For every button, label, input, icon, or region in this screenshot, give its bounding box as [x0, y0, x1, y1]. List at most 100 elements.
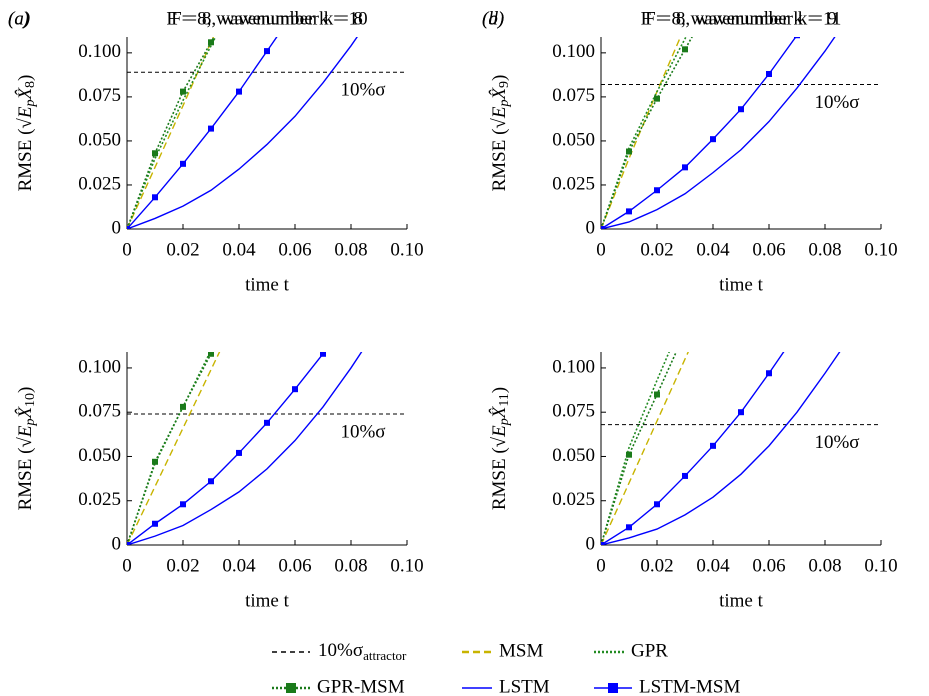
series-marker	[264, 419, 270, 426]
series-marker	[710, 0, 716, 3]
panel-label: (c)	[8, 8, 29, 29]
x-tick-label: 0.10	[390, 239, 423, 260]
threshold-label: 10%σ	[340, 421, 385, 442]
threshold-label: 10%σ	[814, 92, 859, 113]
series-marker	[127, 542, 130, 545]
series-marker	[710, 136, 716, 143]
y-tick-label: 0	[586, 533, 596, 554]
y-axis-label-part: X̂	[489, 87, 510, 101]
x-tick-label: 0.08	[334, 555, 367, 576]
series-marker	[292, 386, 298, 393]
series-marker	[208, 125, 214, 132]
y-tick-label: 0	[112, 533, 122, 554]
series-marker	[180, 403, 186, 410]
series-marker	[766, 370, 772, 377]
panel: (d) F = 8, wavenumber k = 11 time t RMSE (√…	[482, 8, 898, 611]
series-line	[601, 352, 678, 545]
legend-item: 10%σattractor	[272, 640, 407, 663]
y-tick-label: 0.025	[78, 489, 121, 510]
y-axis-label: RMSE (√EpX̂10)	[15, 387, 38, 511]
y-axis-label-part: 10	[23, 393, 38, 407]
series-line	[601, 352, 841, 545]
x-tick-label: 0.02	[640, 555, 673, 576]
series-line	[601, 37, 836, 229]
y-axis-label-part: 9	[497, 81, 512, 88]
y-axis-label-part: )	[15, 75, 36, 81]
legend-item: MSM	[462, 640, 543, 661]
chart-title: F = 8, wavenumber k = 10	[166, 8, 367, 29]
x-tick-label: 0.02	[166, 239, 199, 260]
series-line	[127, 37, 217, 229]
y-tick-label: 0.025	[552, 489, 595, 510]
series-marker	[208, 39, 214, 46]
legend: 10%σattractor MSM GPR GPR-MSM LSTM LSTM-MSM	[272, 640, 740, 696]
x-tick-label: 0	[596, 239, 606, 260]
series-marker	[654, 95, 660, 102]
legend-label: GPR-MSM	[317, 676, 405, 696]
plot-area	[601, 0, 881, 229]
series-marker	[264, 48, 270, 55]
series-marker	[738, 409, 744, 416]
series-marker	[152, 458, 158, 465]
y-tick-label: 0.100	[552, 356, 595, 377]
y-axis-label: RMSE (√EpX̂8)	[15, 75, 38, 192]
series-marker	[180, 160, 186, 167]
series-marker	[626, 208, 632, 215]
series-marker	[794, 330, 800, 336]
plot-area	[601, 330, 881, 545]
threshold-label: 10%σ	[340, 80, 385, 101]
x-tick-label: 0.10	[390, 555, 423, 576]
series-marker	[654, 187, 660, 194]
plot-area	[127, 352, 407, 545]
series-marker	[766, 70, 772, 77]
series-line	[127, 37, 215, 229]
legend-item: LSTM	[462, 676, 550, 696]
series-line	[601, 352, 785, 545]
y-axis-label-part: X̂	[15, 87, 36, 101]
panel: (b) F = 8, wavenumber k = 9 time t RMSE (√E…	[482, 0, 898, 295]
y-axis-label-part: p	[23, 419, 38, 427]
x-tick-label: 0.08	[808, 555, 841, 576]
y-tick-label: 0.050	[78, 129, 121, 150]
y-axis-label-part: p	[497, 100, 512, 108]
y-tick-label: 0	[586, 217, 596, 238]
y-axis-label-part: )	[489, 387, 510, 393]
x-tick-label: 0.04	[696, 555, 730, 576]
y-axis-label-part: E	[15, 425, 36, 438]
y-tick-label: 0	[112, 217, 122, 238]
series-marker	[180, 501, 186, 508]
panel: (a) F = 8, wavenumber k = 8 time t RMSE (√E…	[8, 8, 424, 295]
y-axis-label-part: RMSE (√	[15, 437, 36, 511]
series-marker	[152, 520, 158, 527]
y-tick-label: 0.100	[552, 41, 595, 62]
series-line	[127, 352, 221, 545]
x-tick-label: 0	[596, 555, 606, 576]
series-line	[601, 37, 682, 229]
panel-label: (a)	[8, 8, 30, 29]
series-line	[601, 37, 693, 229]
x-tick-label: 0	[122, 239, 132, 260]
x-tick-label: 0.04	[222, 555, 256, 576]
y-axis-label-part: )	[15, 387, 36, 393]
series-marker	[601, 226, 604, 229]
y-tick-label: 0.075	[78, 85, 121, 106]
series-marker	[654, 501, 660, 508]
y-axis-label-part: )	[489, 75, 510, 81]
x-tick-label: 0.10	[864, 555, 897, 576]
panel-label: (b)	[482, 8, 504, 29]
x-tick-label: 0.06	[752, 555, 785, 576]
series-marker	[710, 442, 716, 449]
legend-label: GPR	[631, 640, 668, 661]
x-tick-label: 0.02	[640, 239, 673, 260]
y-axis-label-part: RMSE (√	[489, 118, 510, 192]
x-axis-label: time t	[245, 274, 290, 295]
series-line	[601, 37, 797, 229]
y-tick-label: 0.075	[552, 401, 595, 422]
y-tick-label: 0.100	[78, 41, 121, 62]
y-axis-label-part: X̂	[489, 405, 510, 419]
series-marker	[626, 524, 632, 531]
y-axis-label-part: X̂	[15, 406, 36, 420]
series-marker	[320, 352, 326, 357]
series-marker	[236, 88, 242, 95]
y-axis-label-part: p	[497, 418, 512, 426]
